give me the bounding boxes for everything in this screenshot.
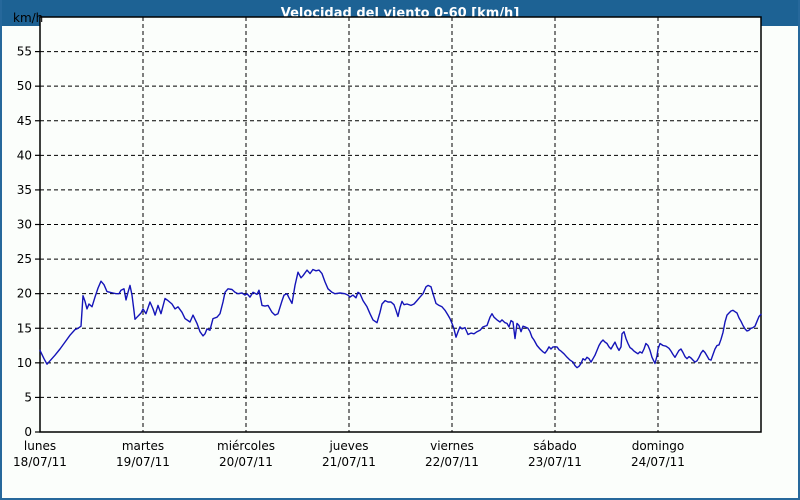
y-tick-label: 45 [17,114,32,128]
x-day-label: martes [122,439,164,453]
wind-speed-line [39,268,762,369]
y-tick-label: 20 [17,287,32,301]
y-tick-label: 50 [17,79,32,93]
x-day-label: sábado [533,439,577,453]
y-tick-label: 40 [17,148,32,162]
y-axis-unit-label: km/h [13,11,43,25]
x-day-label: domingo [632,439,685,453]
x-date-label: 23/07/11 [528,455,582,469]
x-date-label: 22/07/11 [425,455,479,469]
x-date-label: 21/07/11 [322,455,376,469]
x-day-label: jueves [328,439,368,453]
x-date-label: 20/07/11 [219,455,273,469]
y-tick-label: 25 [17,252,32,266]
y-tick-label: 15 [17,321,32,335]
x-day-label: viernes [430,439,474,453]
x-date-label: 24/07/11 [631,455,685,469]
y-tick-label: 10 [17,356,32,370]
wind-speed-chart: 0 5 10 15 20 25 30 35 40 45 50 55 km/h lunes 18/07/11 m… [13,11,762,469]
y-tick-label: 5 [24,390,32,404]
plot-border [39,16,762,433]
x-day-label: lunes [24,439,56,453]
y-tick-label: 0 [24,425,32,439]
x-date-label: 18/07/11 [13,455,67,469]
x-day-label: miércoles [217,439,275,453]
y-tick-label: 55 [17,45,32,59]
x-date-label: 19/07/11 [116,455,170,469]
y-tick-label: 30 [17,218,32,232]
y-tick-label: 35 [17,183,32,197]
